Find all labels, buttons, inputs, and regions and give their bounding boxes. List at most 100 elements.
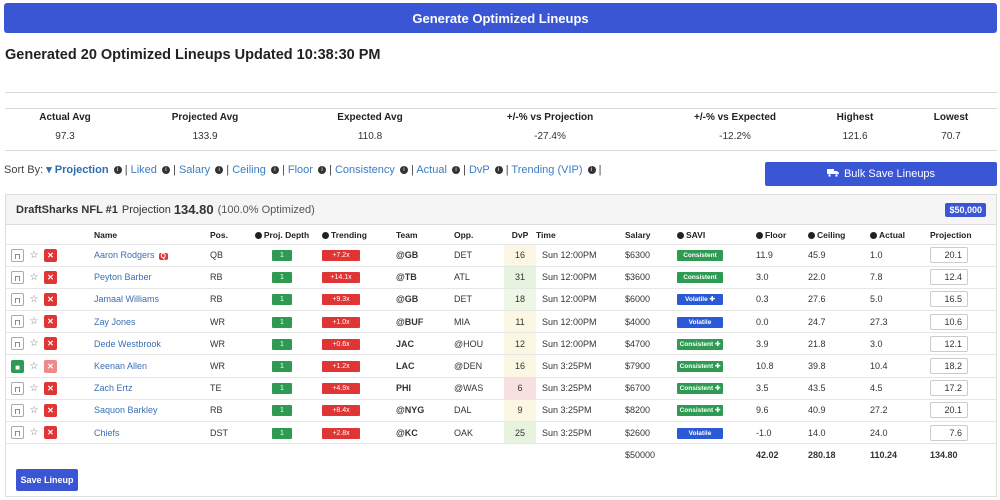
remove-icon[interactable]: ✕ — [44, 381, 58, 395]
stat-label: +/-% vs Expected — [694, 112, 776, 123]
lock-icon[interactable]: ⊓ — [11, 270, 24, 284]
sort-option[interactable]: Floor — [287, 164, 313, 176]
info-icon: i — [587, 166, 596, 175]
star-icon[interactable]: ☆ — [29, 249, 39, 261]
column-header[interactable]: Floor — [756, 226, 808, 244]
player-name[interactable]: Zach Ertz — [94, 383, 133, 394]
sort-option[interactable]: Salary — [178, 164, 211, 176]
player-name[interactable]: Saquon Barkley — [94, 405, 158, 416]
star-icon[interactable]: ☆ — [29, 382, 39, 394]
star-icon[interactable]: ☆ — [29, 404, 39, 416]
sort-option-projection[interactable]: ▾ Projection — [46, 164, 109, 176]
player-name[interactable]: Jamaal Williams — [94, 294, 160, 305]
player-row: ⊓ ☆ ✕ Chiefs DST 1 +2.8x @KC OAK 25 Sun … — [6, 420, 996, 444]
depth-cell: 1 — [242, 398, 322, 422]
column-header[interactable]: Projection — [930, 226, 996, 244]
header-actions — [6, 226, 94, 244]
column-header[interactable]: Trending — [322, 226, 396, 244]
ceiling: 27.6 — [808, 287, 870, 311]
column-header[interactable]: Actual — [870, 226, 930, 244]
row-actions: ⊓ ☆ ✕ — [6, 265, 94, 289]
star-icon[interactable]: ☆ — [29, 427, 39, 439]
remove-icon[interactable]: ✕ — [44, 315, 58, 329]
sort-option[interactable]: Consistency — [334, 164, 395, 176]
star-icon[interactable]: ☆ — [29, 293, 39, 305]
player-name[interactable]: Peyton Barber — [94, 272, 152, 283]
divider — [5, 92, 997, 93]
bulk-save-lineups-button[interactable]: Bulk Save Lineups — [765, 162, 997, 186]
remove-icon[interactable]: ✕ — [44, 359, 58, 373]
projection-input[interactable]: 18.2 — [930, 358, 968, 375]
column-header[interactable]: Team — [396, 226, 454, 244]
column-header[interactable]: Name — [94, 226, 210, 244]
lock-icon[interactable]: ⊓ — [11, 292, 24, 306]
column-header-label: Time — [536, 229, 556, 240]
star-icon[interactable]: ☆ — [29, 338, 39, 350]
player-row: ⊓ ☆ ✕ Saquon Barkley RB 1 +8.4x @NYG DAL… — [6, 398, 996, 422]
column-header[interactable]: SAVI — [677, 226, 756, 244]
projection-input[interactable]: 12.4 — [930, 269, 968, 286]
depth-badge: 1 — [272, 272, 292, 284]
column-header[interactable]: Opp. — [454, 226, 504, 244]
star-icon[interactable]: ☆ — [29, 360, 39, 372]
lock-icon[interactable]: ⊓ — [11, 381, 24, 395]
lock-icon[interactable]: ■ — [11, 359, 24, 373]
column-header[interactable]: Proj. Depth — [242, 226, 322, 244]
trend-cell: +2.8x — [322, 420, 396, 444]
stat-column: Expected Avg 110.8 — [285, 112, 455, 142]
sort-option[interactable]: Ceiling — [232, 164, 266, 176]
row-actions: ⊓ ☆ ✕ — [6, 420, 94, 444]
dvp-value: 9 — [504, 398, 536, 422]
lock-icon[interactable]: ⊓ — [11, 426, 24, 440]
projection-input[interactable]: 20.1 — [930, 402, 968, 419]
depth-badge: 1 — [272, 427, 292, 439]
stat-value: 97.3 — [55, 131, 75, 142]
stat-value: 133.9 — [192, 131, 218, 142]
projection-input[interactable]: 10.6 — [930, 313, 968, 330]
sort-option[interactable]: Actual — [416, 164, 447, 176]
projection-input[interactable]: 16.5 — [930, 291, 968, 308]
player-name[interactable]: Keenan Allen — [94, 361, 148, 372]
player-name[interactable]: Zay Jones — [94, 316, 136, 327]
column-header[interactable]: Time — [536, 226, 625, 244]
player-name[interactable]: Aaron Rodgers — [94, 250, 155, 261]
projection-input[interactable]: 20.1 — [930, 247, 968, 264]
sort-option[interactable]: Liked — [130, 164, 157, 176]
stat-column: +/-% vs Projection -27.4% — [465, 112, 635, 142]
lock-icon[interactable]: ⊓ — [11, 403, 24, 417]
column-header[interactable]: Ceiling — [808, 226, 870, 244]
player-name[interactable]: Chiefs — [94, 427, 120, 438]
lock-icon[interactable]: ⊓ — [11, 248, 24, 262]
remove-icon[interactable]: ✕ — [44, 292, 58, 306]
player-position: RB — [210, 287, 242, 311]
save-lineup-button[interactable]: Save Lineup — [16, 469, 78, 491]
trend-badge: +7.2x — [322, 250, 360, 262]
column-header[interactable]: Pos. — [210, 226, 242, 244]
star-icon[interactable]: ☆ — [29, 271, 39, 283]
dvp-value: 16 — [504, 243, 536, 267]
trend-cell: +4.9x — [322, 376, 396, 400]
remove-icon[interactable]: ✕ — [44, 248, 58, 262]
floor: 0.3 — [756, 287, 808, 311]
sort-option[interactable]: DvP — [468, 164, 490, 176]
generate-lineups-button[interactable]: Generate Optimized Lineups — [4, 3, 997, 33]
trend-cell: +1.0x — [322, 310, 396, 333]
remove-icon[interactable]: ✕ — [44, 403, 58, 417]
projection-input[interactable]: 17.2 — [930, 380, 968, 397]
lock-icon[interactable]: ⊓ — [11, 315, 24, 329]
player-name[interactable]: Dede Westbrook — [94, 338, 161, 349]
lock-icon[interactable]: ⊓ — [11, 337, 24, 351]
remove-icon[interactable]: ✕ — [44, 270, 58, 284]
column-header[interactable]: DvP — [504, 226, 536, 244]
stat-value: 121.6 — [842, 131, 868, 142]
sort-option[interactable]: Trending (VIP) — [511, 164, 583, 176]
column-header[interactable]: Salary — [625, 226, 677, 244]
remove-icon[interactable]: ✕ — [44, 337, 58, 351]
depth-cell: 1 — [242, 420, 322, 444]
projection-input[interactable]: 7.6 — [930, 424, 968, 441]
player-team: PHI — [396, 376, 454, 400]
star-icon[interactable]: ☆ — [29, 316, 39, 328]
trend-cell: +0.6x — [322, 332, 396, 355]
remove-icon[interactable]: ✕ — [44, 426, 58, 440]
projection-input[interactable]: 12.1 — [930, 335, 968, 352]
